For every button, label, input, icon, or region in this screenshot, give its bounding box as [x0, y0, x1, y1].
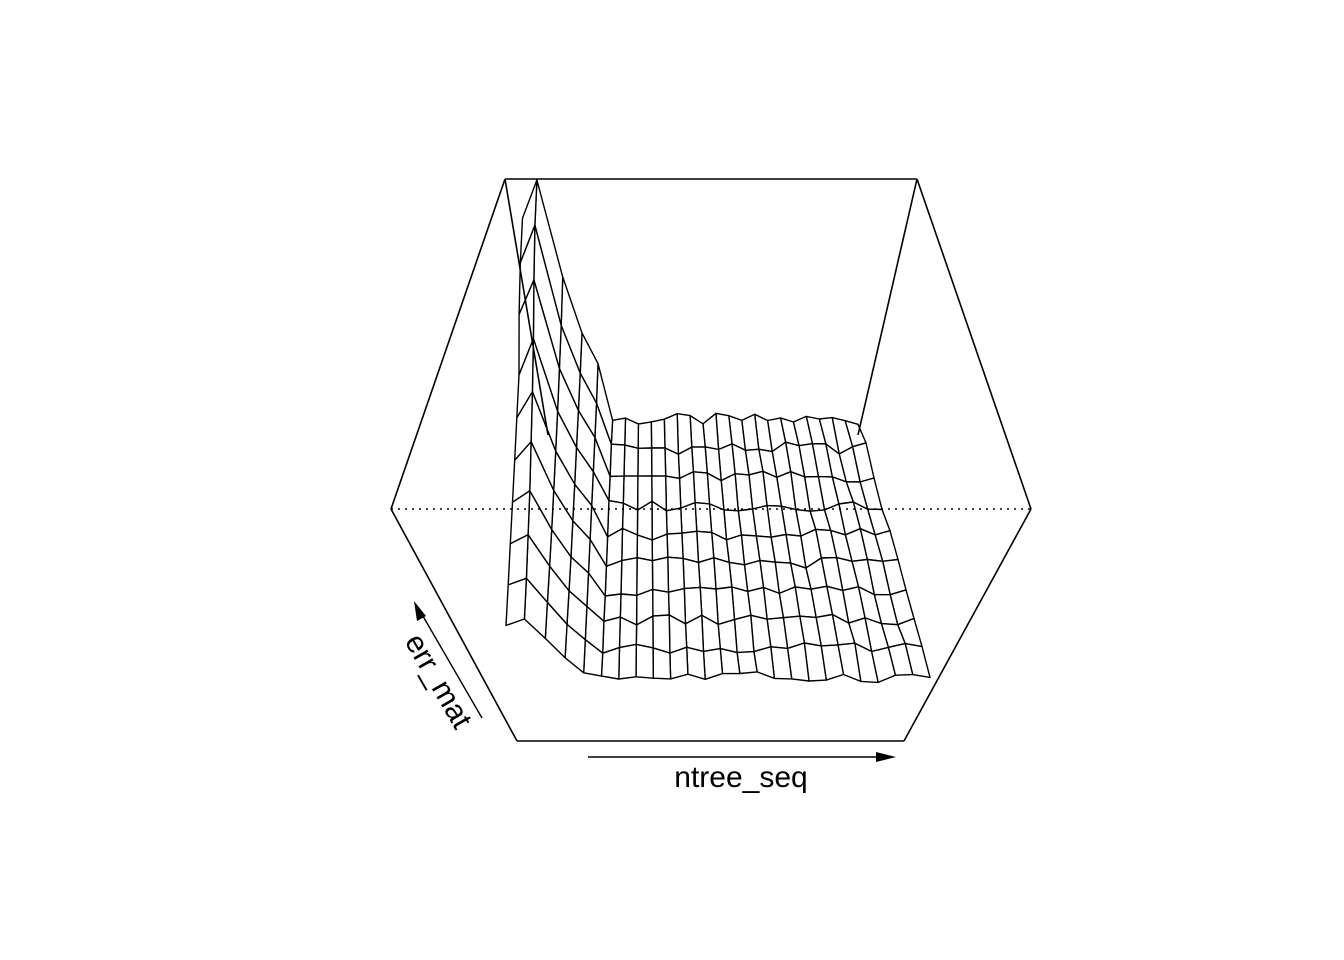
- box-edge: [504, 178, 549, 436]
- surface-facet: [651, 556, 670, 593]
- surface-facet: [650, 418, 666, 449]
- z-axis-label: err_mat: [398, 628, 479, 735]
- box-edge: [857, 178, 918, 436]
- surface-facet: [505, 577, 528, 627]
- surface-facet: [637, 421, 653, 449]
- surface-facet: [610, 417, 627, 446]
- box-edge: [390, 178, 506, 510]
- surface-facet: [696, 530, 715, 564]
- box-edge: [903, 508, 1032, 742]
- surface-facet: [608, 475, 625, 504]
- surface-facet: [736, 650, 758, 675]
- surface-facet: [652, 647, 672, 680]
- surface-facet: [697, 557, 717, 590]
- surface-facet: [686, 646, 706, 680]
- surface-facet: [713, 557, 733, 590]
- surface-facet: [669, 646, 689, 680]
- surface-facet: [733, 614, 755, 654]
- surface-facet: [624, 417, 640, 449]
- x-axis-arrowhead: [876, 752, 896, 762]
- z-axis-arrowhead: [414, 601, 426, 621]
- surface-facet: [692, 471, 711, 505]
- surface-facet: [621, 527, 639, 562]
- surface-facet: [719, 647, 741, 675]
- surface-facet: [604, 559, 623, 597]
- surface-facet: [753, 646, 776, 680]
- surface-facet: [665, 507, 683, 535]
- surface-facet: [691, 446, 708, 474]
- surface-facet: [715, 586, 736, 626]
- surface-facet: [717, 618, 738, 654]
- bounding-box: [390, 178, 1032, 742]
- surface-facet: [666, 532, 684, 560]
- surface-facet: [623, 444, 639, 477]
- surface-facet: [618, 643, 637, 680]
- z-axis-arrow-line: [419, 610, 483, 719]
- surface-facet: [667, 556, 685, 593]
- x-axis-label: ntree_seq: [674, 761, 807, 794]
- surface-facet: [637, 447, 653, 477]
- surface-facet: [694, 501, 713, 534]
- surface-mesh: [505, 179, 931, 684]
- surface-facet: [680, 501, 698, 534]
- surface-facet: [620, 557, 638, 597]
- surface-facet: [681, 530, 700, 564]
- surface-facet: [682, 557, 701, 590]
- surface-facet: [609, 443, 626, 478]
- surface-facet: [665, 475, 682, 512]
- surface-facet: [636, 534, 654, 562]
- surface-facet: [702, 647, 724, 680]
- surface-facet: [652, 614, 671, 654]
- surface-facet: [650, 447, 667, 477]
- box-edge: [916, 178, 1032, 510]
- surface-facet: [652, 588, 670, 617]
- box-edge: [390, 508, 518, 742]
- surface-facet: [678, 471, 696, 509]
- surface-facet: [689, 414, 706, 448]
- surface-facet: [635, 643, 654, 679]
- surface-facet: [600, 646, 621, 680]
